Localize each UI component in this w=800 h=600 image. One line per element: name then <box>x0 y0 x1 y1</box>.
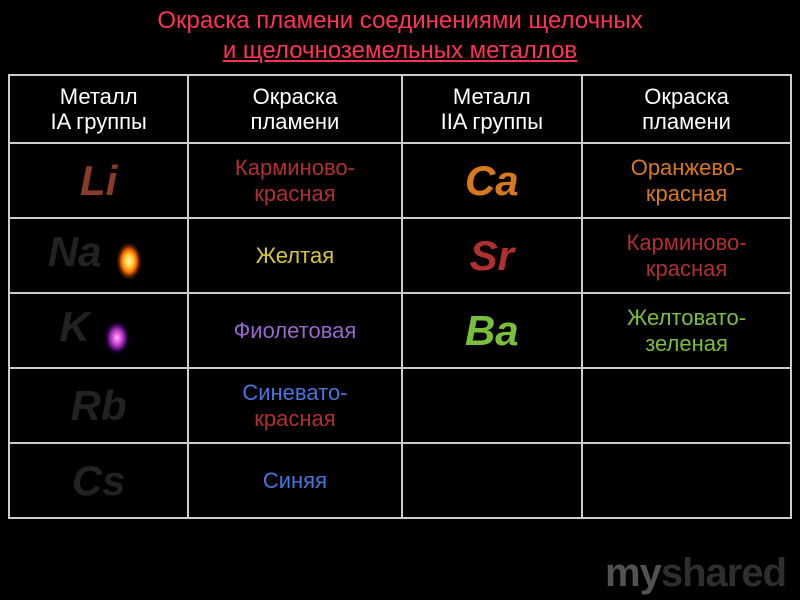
metal-2-cell <box>402 443 583 518</box>
flame-icon <box>96 316 138 358</box>
metal-2-symbol: Ca <box>465 157 519 204</box>
table-row: Na Желтая Sr Карминово-красная <box>9 218 791 293</box>
color-1-line1: Желтая <box>193 243 396 268</box>
color-2-line1: Оранжево- <box>587 155 786 180</box>
metal-2-cell: Sr <box>402 218 583 293</box>
color-2-cell: Карминово-красная <box>582 218 791 293</box>
color-1-line2: красная <box>193 406 396 431</box>
metal-2-symbol: Ba <box>465 307 519 354</box>
header-color-1: Окраскапламени <box>188 75 401 143</box>
color-1-cell: Синевато-красная <box>188 368 401 443</box>
watermark-shared: shared <box>661 551 786 595</box>
metal-2-cell <box>402 368 583 443</box>
title-line-1: Окраска пламени соединениями щелочных <box>157 7 642 34</box>
color-2-cell: Желтовато-зеленая <box>582 293 791 368</box>
header-metal-1: МеталлIA группы <box>9 75 188 143</box>
table-header-row: МеталлIA группы Окраскапламени МеталлIIA… <box>9 75 791 143</box>
color-1-cell: Карминово-красная <box>188 143 401 218</box>
table-row: K Фиолетовая Ba Желтовато-зеленая <box>9 293 791 368</box>
metal-2-cell: Ba <box>402 293 583 368</box>
color-1-cell: Фиолетовая <box>188 293 401 368</box>
metal-2-cell: Ca <box>402 143 583 218</box>
color-2-cell <box>582 443 791 518</box>
color-2-line1: Карминово- <box>587 230 786 255</box>
color-1-line2: красная <box>193 181 396 206</box>
header-metal-2: МеталлIIA группы <box>402 75 583 143</box>
color-2-line2: зеленая <box>587 331 786 356</box>
metal-1-cell: Rb <box>9 368 188 443</box>
title-line-2: и щелочноземельных металлов <box>223 37 577 64</box>
metal-1-cell: Cs <box>9 443 188 518</box>
color-1-line1: Фиолетовая <box>193 318 396 343</box>
color-2-line2: красная <box>587 256 786 281</box>
color-1-cell: Желтая <box>188 218 401 293</box>
metal-1-cell: Li <box>9 143 188 218</box>
slide-title: Окраска пламени соединениями щелочных и … <box>0 0 800 70</box>
metal-1-symbol: Rb <box>71 382 127 429</box>
color-2-line2: красная <box>587 181 786 206</box>
watermark: myshared <box>605 551 786 596</box>
watermark-my: my <box>605 551 661 595</box>
metal-1-symbol: Li <box>80 157 117 204</box>
color-2-cell <box>582 368 791 443</box>
metal-1-symbol: K <box>60 303 90 350</box>
color-1-line1: Синевато- <box>193 380 396 405</box>
table-row: Rb Синевато-красная <box>9 368 791 443</box>
flame-color-table: МеталлIA группы Окраскапламени МеталлIIA… <box>8 74 792 519</box>
color-1-cell: Синяя <box>188 443 401 518</box>
metal-1-cell: Na <box>9 218 188 293</box>
table-row: Li Карминово-красная Ca Оранжево-красная <box>9 143 791 218</box>
color-1-line1: Синяя <box>193 468 396 493</box>
metal-1-symbol: Na <box>48 228 102 275</box>
color-2-line1: Желтовато- <box>587 305 786 330</box>
header-color-2: Окраскапламени <box>582 75 791 143</box>
flame-icon <box>108 241 150 283</box>
color-1-line1: Карминово- <box>193 155 396 180</box>
color-2-cell: Оранжево-красная <box>582 143 791 218</box>
metal-1-cell: K <box>9 293 188 368</box>
table-row: Cs Синяя <box>9 443 791 518</box>
metal-2-symbol: Sr <box>470 232 514 279</box>
metal-1-symbol: Cs <box>72 457 126 504</box>
